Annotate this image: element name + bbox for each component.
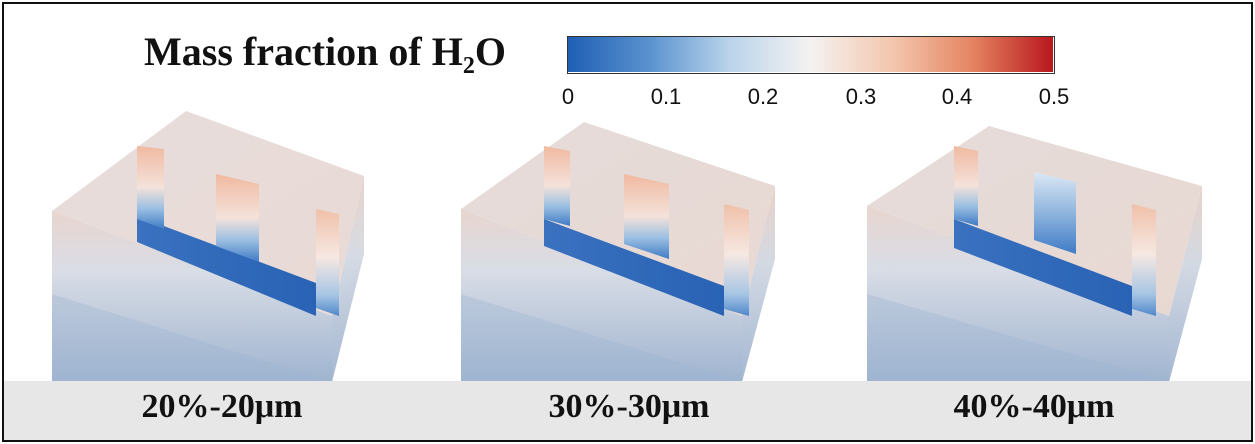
block-top-face — [52, 111, 364, 316]
rib-wall-left — [544, 146, 570, 226]
label-band — [4, 381, 1251, 440]
rib-wall-right — [316, 209, 339, 316]
rib-wall-middle — [1034, 172, 1076, 254]
rib-wall-right — [1132, 204, 1156, 316]
block-front-face — [52, 211, 332, 382]
colorbar-tick-3: 0.3 — [845, 84, 877, 109]
colorbar — [567, 36, 1055, 74]
colorbar-gradient — [568, 37, 1053, 72]
block-30-30 — [461, 122, 775, 382]
channel-floor — [544, 219, 724, 316]
rib-wall-middle — [216, 174, 259, 262]
block-front-face — [461, 209, 742, 382]
channel-floor — [954, 219, 1132, 316]
colorbar-tick-5: 0.5 — [1038, 84, 1070, 109]
rib-wall-right — [724, 204, 749, 316]
block-right-face — [1169, 186, 1202, 382]
block-right-face — [332, 176, 364, 382]
legend-title: Mass fraction of H2O — [144, 29, 506, 79]
block-20-20 — [52, 111, 364, 382]
colorbar-tick-4: 0.4 — [941, 84, 973, 109]
case-label-3: 40%-40μm — [953, 388, 1115, 425]
block-top-face — [461, 122, 775, 316]
colorbar-tick-0: 0 — [561, 84, 575, 109]
block-front-face — [867, 206, 1169, 382]
block-right-face — [742, 186, 775, 382]
block-40-40 — [867, 126, 1202, 382]
case-label-1: 20%-20μm — [141, 388, 303, 425]
channel-floor — [137, 216, 316, 316]
rib-wall-left — [954, 146, 978, 226]
colorbar-tick-1: 0.1 — [650, 84, 682, 109]
case-label-2: 30%-30μm — [548, 388, 710, 425]
rib-wall-left — [137, 146, 164, 229]
rib-wall-middle — [624, 174, 669, 259]
colorbar-tick-2: 0.2 — [747, 84, 779, 109]
simulation-panels — [52, 37, 1202, 382]
